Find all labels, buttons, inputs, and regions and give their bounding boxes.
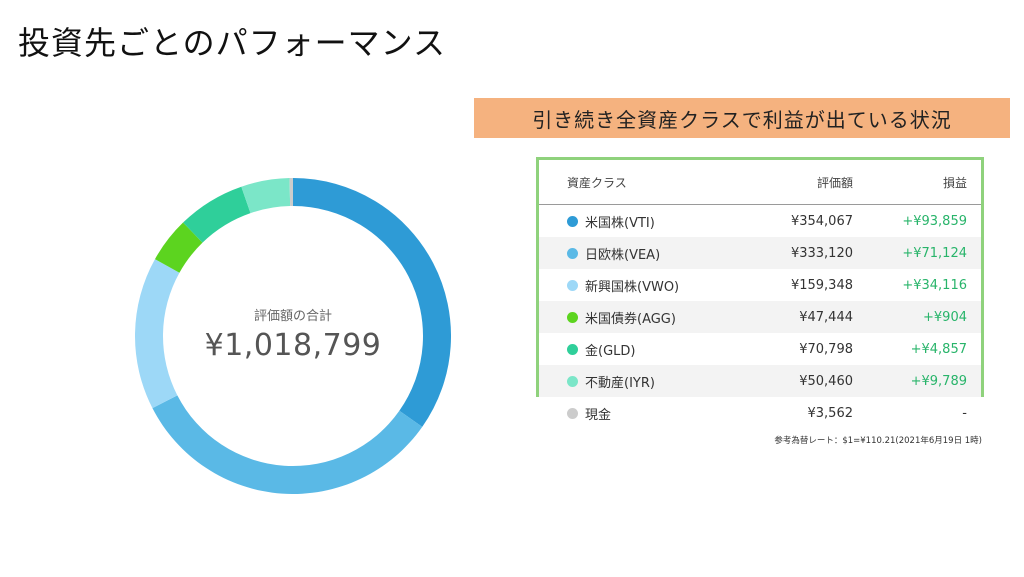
donut-slice-6 — [289, 178, 293, 207]
page-title: 投資先ごとのパフォーマンス — [18, 24, 447, 62]
asset-value: ¥47,444 — [799, 309, 853, 325]
legend-dot — [567, 407, 578, 419]
table-header: 資産クラス 評価額 損益 — [539, 160, 981, 205]
summary-callout: 引き続き全資産クラスで利益が出ている状況 — [474, 98, 1010, 138]
donut-chart: 評価額の合計 ¥1,018,799 — [135, 178, 451, 494]
donut-slice-1 — [152, 395, 423, 494]
asset-gain: +¥9,789 — [910, 373, 967, 389]
asset-name: 金(GLD) — [585, 343, 636, 359]
total-value: ¥1,018,799 — [204, 328, 382, 363]
asset-gain: +¥71,124 — [902, 245, 967, 261]
asset-gain: - — [962, 405, 967, 421]
asset-value: ¥354,067 — [790, 213, 853, 229]
asset-name: 米国債券(AGG) — [585, 311, 676, 327]
asset-value: ¥50,460 — [799, 373, 853, 389]
table-row: 米国債券(AGG) ¥47,444 +¥904 — [539, 301, 981, 333]
asset-name: 現金 — [585, 407, 612, 423]
asset-name: 米国株(VTI) — [585, 215, 655, 231]
asset-gain: +¥904 — [923, 309, 967, 325]
legend-dot — [567, 311, 578, 323]
legend-dot — [567, 247, 578, 259]
header-gain: 損益 — [942, 175, 967, 190]
donut-slice-2 — [135, 259, 180, 409]
asset-gain: +¥93,859 — [902, 213, 967, 229]
donut-slice-3 — [154, 222, 203, 273]
table-row: 不動産(IYR) ¥50,460 +¥9,789 — [539, 365, 981, 397]
total-label: 評価額の合計 — [253, 309, 332, 324]
legend-dot — [567, 375, 578, 387]
legend-dot — [567, 215, 578, 227]
asset-name: 日欧株(VEA) — [585, 247, 661, 263]
asset-gain: +¥4,857 — [910, 341, 967, 357]
asset-gain: +¥34,116 — [902, 277, 967, 293]
table-row: 金(GLD) ¥70,798 +¥4,857 — [539, 333, 981, 365]
header-value: 評価額 — [816, 175, 853, 190]
asset-value: ¥3,562 — [807, 405, 854, 421]
asset-name: 不動産(IYR) — [585, 375, 655, 391]
exchange-rate-footnote: 参考為替レート：$1=¥110.21(2021年6月19日 1時) — [774, 436, 982, 446]
legend-dot — [567, 279, 578, 291]
donut-slice-4 — [183, 186, 251, 243]
table-row: 米国株(VTI) ¥354,067 +¥93,859 — [539, 205, 981, 237]
asset-value: ¥159,348 — [790, 277, 853, 293]
legend-dot — [567, 343, 578, 355]
header-asset-class: 資産クラス — [567, 175, 627, 190]
table-row: 新興国株(VWO) ¥159,348 +¥34,116 — [539, 269, 981, 301]
table-row-cash: 現金 ¥3,562 - — [539, 397, 981, 429]
asset-value: ¥333,120 — [790, 245, 853, 261]
table-row: 日欧株(VEA) ¥333,120 +¥71,124 — [539, 237, 981, 269]
donut-slice-5 — [241, 178, 291, 214]
donut-svg — [135, 178, 451, 494]
donut-center: 評価額の合計 ¥1,018,799 — [135, 178, 451, 494]
donut-slice-0 — [293, 178, 451, 427]
asset-value: ¥70,798 — [799, 341, 853, 357]
asset-name: 新興国株(VWO) — [585, 279, 680, 295]
